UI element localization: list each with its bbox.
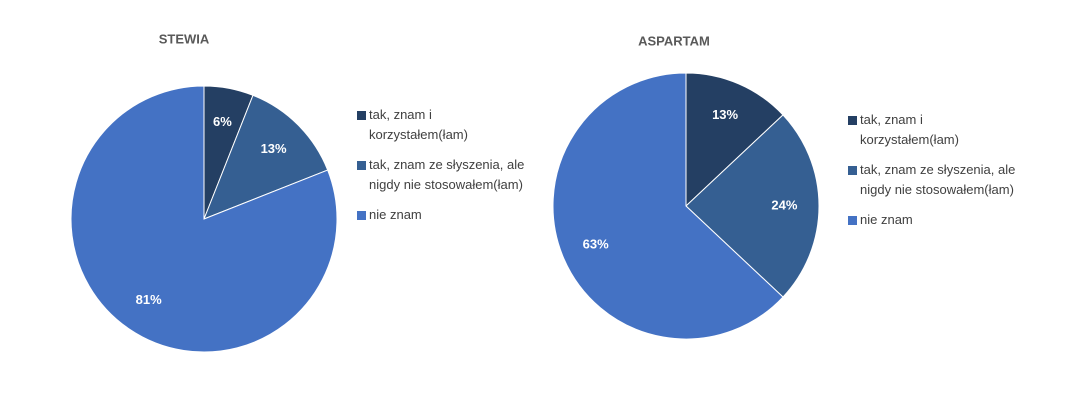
chart-title: ASPARTAM [638,33,710,48]
pie-slice [70,85,338,353]
legend-label: nie znam [369,207,422,222]
legend-item: tak, znam i korzystałem(łam) [848,110,1023,150]
pie-slice [552,72,784,340]
legend-swatch [848,116,857,125]
legend-label: nie znam [860,212,913,227]
legend: tak, znam i korzystałem(łam) tak, znam ze… [848,110,1023,240]
data-label: 13% [261,141,287,156]
legend-item: nie znam [848,210,1023,230]
data-label: 81% [136,292,162,307]
legend-item: tak, znam i korzystałem(łam) [357,105,532,145]
legend-swatch [357,211,366,220]
pie-slice [685,72,784,208]
legend-swatch [848,166,857,175]
legend-swatch [848,216,857,225]
legend-item: tak, znam ze słyszenia, ale nigdy nie st… [357,155,532,195]
legend-item: nie znam [357,205,532,225]
data-label: 6% [213,114,232,129]
data-label: 24% [771,197,797,212]
legend-swatch [357,111,366,120]
legend-item: tak, znam ze słyszenia, ale nigdy nie st… [848,160,1023,200]
legend-label: tak, znam i korzystałem(łam) [860,112,959,147]
data-label: 63% [583,237,609,252]
chart-title: STEWIA [159,31,210,46]
data-label: 13% [712,107,738,122]
legend: tak, znam i korzystałem(łam) tak, znam ze… [357,105,532,235]
pie-slice [203,94,329,220]
pie-slice [685,114,820,298]
legend-label: tak, znam ze słyszenia, ale nigdy nie st… [369,157,525,192]
legend-swatch [357,161,366,170]
legend-label: tak, znam i korzystałem(łam) [369,107,468,142]
legend-label: tak, znam ze słyszenia, ale nigdy nie st… [860,162,1016,197]
